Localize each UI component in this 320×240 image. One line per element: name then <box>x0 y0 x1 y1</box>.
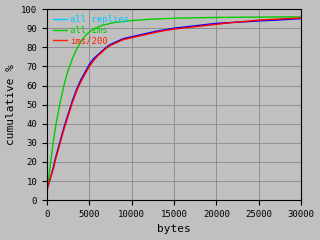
X-axis label: bytes: bytes <box>157 224 191 234</box>
Legend: all replies, all ims, ims/200: all replies, all ims, ims/200 <box>52 14 132 47</box>
Y-axis label: cumulative %: cumulative % <box>5 64 16 145</box>
